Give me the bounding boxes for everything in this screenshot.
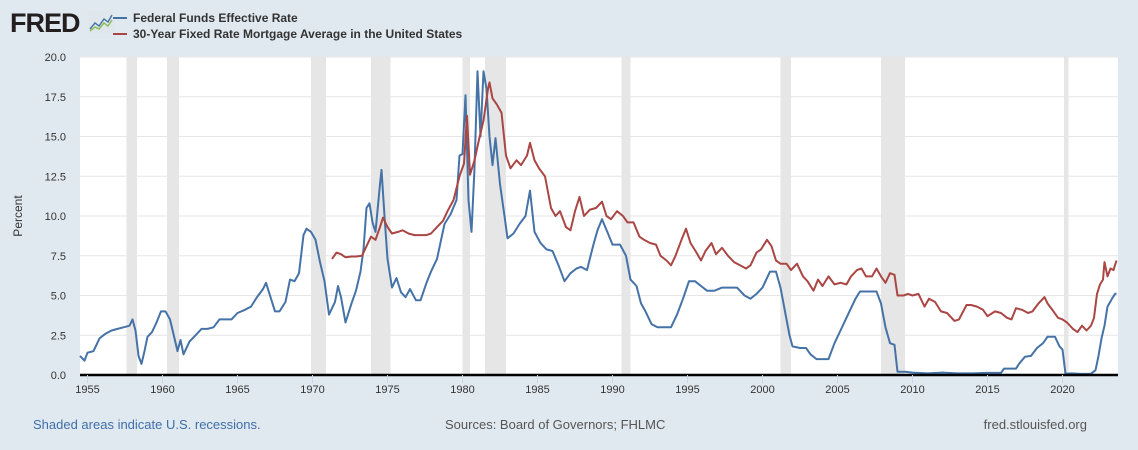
x-tick-label: 1985	[525, 384, 549, 396]
y-tick-label: 17.5	[45, 92, 66, 104]
y-tick-label: 5.0	[51, 291, 66, 303]
x-tick-label: 2010	[900, 384, 924, 396]
x-tick-label: 1980	[450, 384, 474, 396]
x-tick-label: 2005	[825, 384, 849, 396]
y-tick-label: 12.5	[45, 171, 66, 183]
line-chart-icon	[88, 11, 114, 33]
legend-item-mortgage[interactable]: 30-Year Fixed Rate Mortgage Average in t…	[113, 26, 462, 42]
y-tick-label: 10.0	[45, 211, 66, 223]
x-tick-label: 2000	[750, 384, 774, 396]
legend-swatch-fed-funds	[113, 17, 127, 19]
fred-logo[interactable]: FRED	[10, 8, 80, 38]
series-line-mortgage[interactable]	[331, 81, 1118, 334]
y-axis-label: Percent	[11, 195, 25, 237]
x-tick-label: 1970	[300, 384, 324, 396]
x-tick-label: 1965	[225, 384, 249, 396]
legend-label-fed-funds: Federal Funds Effective Rate	[133, 11, 298, 25]
legend-item-fed-funds[interactable]: Federal Funds Effective Rate	[113, 10, 462, 26]
sources-text: Sources: Board of Governors; FHLMC	[445, 417, 666, 432]
y-tick-label: 7.5	[51, 251, 66, 263]
y-tick-label: 2.5	[51, 330, 66, 342]
x-tick-label: 1975	[375, 384, 399, 396]
x-tick-label: 2020	[1050, 384, 1074, 396]
chart-legend: Federal Funds Effective Rate 30-Year Fix…	[113, 10, 462, 42]
x-tick-label: 1995	[675, 384, 699, 396]
x-axis-ticks: 1955 1960 1965 1970 1975 1980 1985 1990 1995 2000…	[75, 375, 1075, 396]
series-lines	[79, 70, 1118, 375]
series-line-fed-funds[interactable]	[79, 70, 1117, 375]
gridlines	[80, 56, 1118, 336]
legend-swatch-mortgage	[113, 33, 127, 35]
x-tick-label: 2015	[975, 384, 999, 396]
legend-label-mortgage: 30-Year Fixed Rate Mortgage Average in t…	[133, 27, 463, 41]
site-link[interactable]: fred.stlouisfed.org	[983, 417, 1087, 432]
x-tick-label: 1960	[150, 384, 174, 396]
y-tick-label: 20.0	[45, 52, 66, 64]
x-tick-label: 1990	[600, 384, 624, 396]
recession-note-link[interactable]: Shaded areas indicate U.S. recessions.	[33, 417, 261, 432]
line-chart: 0.0 2.5 5.0 7.5 10.0 12.5 15.0 17.5 20.0 1955 196…	[11, 52, 1118, 396]
y-tick-label: 15.0	[45, 132, 66, 144]
y-axis-ticks: 0.0 2.5 5.0 7.5 10.0 12.5 15.0 17.5 20.0	[45, 52, 66, 382]
x-tick-label: 1955	[75, 384, 99, 396]
y-tick-label: 0.0	[51, 370, 66, 382]
